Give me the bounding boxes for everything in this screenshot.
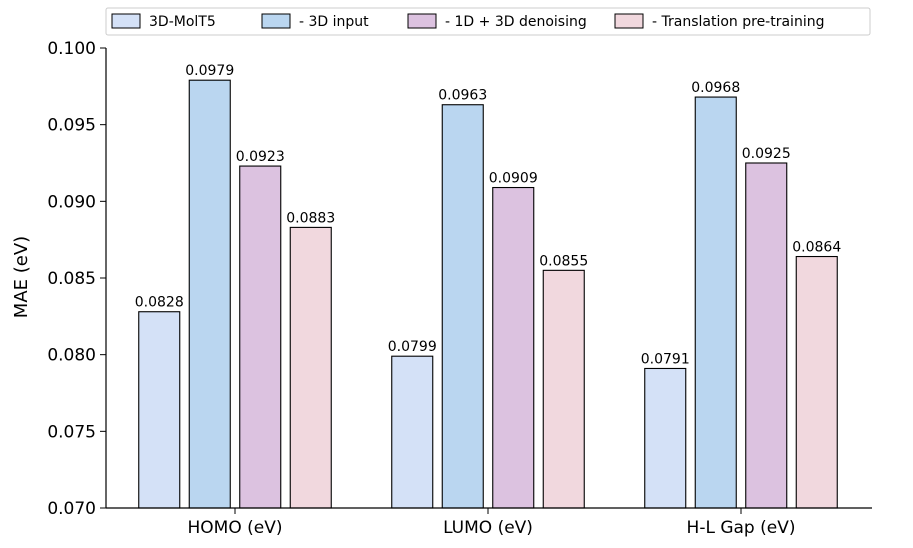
bar-value-label: 0.0799 [388, 339, 437, 355]
bar [138, 311, 181, 509]
legend-swatch [261, 13, 291, 29]
bar [644, 367, 687, 509]
bar-value-label: 0.0828 [135, 295, 184, 311]
bar-value-label: 0.0979 [185, 63, 234, 79]
bar [391, 355, 434, 509]
legend-swatch [111, 13, 141, 29]
y-axis-title: MAE (eV) [11, 236, 32, 318]
legend-frame [105, 7, 871, 36]
y-axis-ticks: 0.070 0.075 0.080 0.085 0.090 0.095 0.100 [47, 39, 106, 519]
legend-label: 3D-MolT5 [149, 14, 216, 30]
x-axis-ticks: HOMO (eV) LUMO (eV) H-L Gap (eV) [188, 508, 796, 538]
bar [542, 269, 585, 509]
y-tick-label: 0.100 [47, 39, 96, 59]
bar-value-label: 0.0923 [236, 149, 285, 165]
x-tick-label: HOMO (eV) [188, 518, 283, 538]
y-tick-label: 0.070 [47, 499, 96, 519]
bar-value-label: 0.0791 [641, 351, 690, 367]
bar-value-label: 0.0963 [438, 88, 487, 104]
legend-swatch [614, 13, 644, 29]
bar [745, 162, 788, 509]
bar [795, 255, 838, 509]
bar [492, 186, 535, 509]
bar [441, 104, 484, 509]
bar-value-label: 0.0925 [742, 146, 791, 162]
bar [188, 79, 231, 509]
legend-label: - Translation pre-training [652, 14, 824, 30]
bar-value-label: 0.0883 [286, 210, 335, 226]
bar-value-label: 0.0864 [792, 240, 841, 256]
y-tick-label: 0.085 [47, 269, 96, 289]
legend-label: - 3D input [299, 14, 369, 30]
x-tick-label: LUMO (eV) [443, 518, 533, 538]
legend-swatch [407, 13, 437, 29]
y-tick-label: 0.080 [47, 346, 96, 366]
bar [239, 165, 282, 509]
y-tick-label: 0.095 [47, 116, 96, 136]
bar-value-label: 0.0855 [539, 253, 588, 269]
y-tick-label: 0.090 [47, 192, 96, 212]
bar [289, 226, 332, 509]
y-tick-label: 0.075 [47, 422, 96, 442]
bars: 0.0828 0.0979 0.0923 0.0883 0.0799 0.0963 0.09… [135, 63, 841, 509]
bar [694, 96, 737, 509]
legend: 3D-MolT5 - 3D input - 1D + 3D denoising - T… [105, 7, 871, 36]
bar-value-label: 0.0968 [691, 80, 740, 96]
x-tick-label: H-L Gap (eV) [687, 518, 796, 538]
bar-value-label: 0.0909 [489, 171, 538, 187]
legend-label: - 1D + 3D denoising [445, 14, 587, 30]
